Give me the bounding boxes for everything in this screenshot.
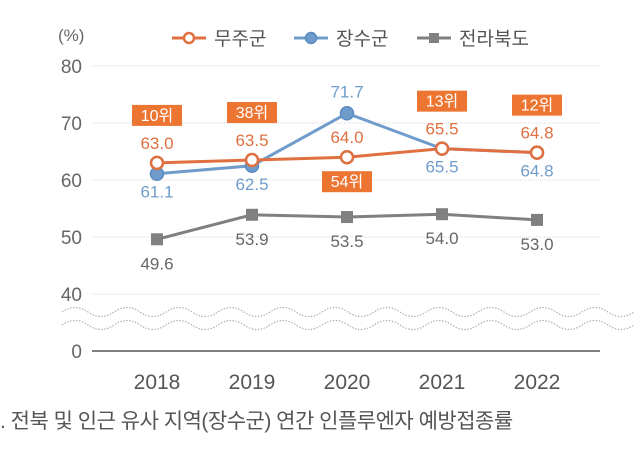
y-tick-label: 70	[61, 114, 82, 135]
y-tick-label: 80	[61, 57, 82, 78]
marker-hollow-circle	[149, 155, 165, 171]
y-axis-ticks: 80 70 60 50 40 0	[61, 57, 82, 363]
marker-square	[151, 233, 163, 246]
marker-square	[341, 211, 353, 224]
data-label: 65.5	[425, 120, 458, 139]
marker-hollow-circle	[182, 31, 196, 45]
rank-badge-text: 13위	[426, 93, 459, 111]
data-label: 63.5	[235, 131, 268, 150]
series-markers	[149, 106, 545, 246]
marker-hollow-circle	[339, 149, 355, 165]
data-label: 49.6	[140, 254, 173, 273]
rank-badge-text: 54위	[331, 173, 364, 191]
axis-break-wave	[61, 319, 635, 331]
rank-badge-text: 10위	[141, 107, 174, 125]
marker-hollow-circle	[244, 152, 260, 168]
marker-hollow-circle	[529, 145, 545, 160]
data-labels: 63.0 10위 63.5 38위 64.0 54위 65.5 13위 64.8 12위 61.1 6…	[132, 82, 562, 273]
x-tick-label: 2018	[134, 371, 181, 394]
y-tick-label: 40	[61, 285, 82, 306]
axis-break-wave	[61, 306, 635, 318]
rank-badge	[227, 102, 277, 124]
marker-square	[246, 208, 258, 221]
y-tick-label: 50	[61, 228, 82, 249]
marker-filled-circle	[304, 31, 318, 45]
y-tick-label: 0	[71, 342, 82, 363]
data-label: 65.5	[425, 158, 458, 177]
y-tick-label: 60	[61, 171, 82, 192]
marker-hollow-circle	[434, 141, 450, 156]
x-tick-label: 2020	[324, 371, 371, 394]
rank-badge	[417, 90, 467, 112]
data-label: 53.5	[330, 232, 363, 251]
legend-label: 전라북도	[459, 28, 529, 50]
marker-square	[429, 33, 439, 43]
axis-break	[61, 306, 635, 331]
x-tick-label: 2019	[229, 371, 276, 394]
x-tick-label: 2021	[419, 371, 466, 394]
marker-square	[531, 213, 543, 226]
rank-badge	[512, 94, 562, 116]
data-label: 53.9	[235, 230, 268, 249]
legend-label: 장수군	[336, 28, 388, 50]
legend-label: 무주군	[214, 29, 266, 50]
data-label: 53.0	[520, 235, 553, 254]
rank-badge-text: 12위	[521, 97, 554, 115]
data-label: 54.0	[425, 229, 458, 248]
line-chart: 80 70 60 50 40 0 2018 2019 2020 2021 2022 (%) 무주군…	[58, 26, 635, 394]
rank-badge-text: 38위	[236, 104, 269, 122]
rank-badge	[132, 104, 182, 126]
marker-square	[436, 208, 448, 221]
data-label: 64.8	[520, 124, 553, 143]
legend: 무주군 장수군 전라북도	[172, 28, 529, 50]
marker-filled-circle	[339, 106, 355, 121]
data-label: 62.5	[235, 175, 268, 194]
data-label: 64.0	[330, 128, 363, 147]
data-label: 64.8	[520, 162, 553, 181]
figure-caption: . 전북 및 인근 유사 지역(장수군) 연간 인플루엔자 예방접종률	[0, 410, 513, 433]
x-axis-ticks: 2018 2019 2020 2021 2022	[134, 371, 561, 394]
y-axis-unit: (%)	[58, 26, 84, 45]
x-tick-label: 2022	[514, 371, 561, 394]
data-label: 71.7	[330, 82, 363, 101]
data-label: 61.1	[140, 183, 173, 202]
data-label: 63.0	[140, 134, 173, 153]
rank-badge	[322, 171, 372, 193]
